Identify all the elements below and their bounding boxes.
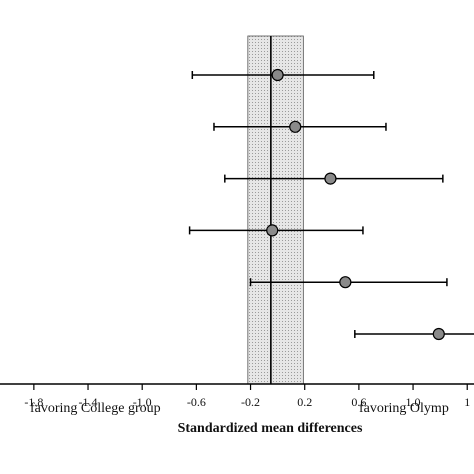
x-tick-label: 1 bbox=[464, 395, 470, 409]
study-point-marker bbox=[271, 68, 284, 82]
study-row-6 bbox=[354, 327, 474, 341]
x-tick-label: -1.8 bbox=[24, 395, 43, 409]
study-point-marker bbox=[324, 172, 337, 185]
study-point-marker bbox=[266, 224, 279, 237]
x-tick-label: -1.0 bbox=[133, 395, 152, 409]
study-row-2 bbox=[213, 120, 387, 133]
x-tick-label: 0.2 bbox=[297, 395, 312, 409]
x-axis-title: Standardized mean differences bbox=[178, 421, 363, 436]
x-tick-label: -1.4 bbox=[79, 395, 98, 409]
summary-ci-band bbox=[247, 35, 304, 385]
x-tick-label: 0.6 bbox=[351, 395, 366, 409]
study-row-3 bbox=[224, 172, 444, 185]
x-tick-label: 1.0 bbox=[406, 395, 421, 409]
favor-left-label: favoring College group bbox=[30, 401, 161, 416]
study-row-5 bbox=[249, 276, 448, 289]
x-tick-label: -0.2 bbox=[241, 395, 260, 409]
x-tick-label: -0.6 bbox=[187, 395, 206, 409]
study-point-marker bbox=[289, 120, 302, 133]
study-point-marker bbox=[432, 327, 445, 341]
study-point-marker bbox=[339, 276, 352, 289]
study-row-1 bbox=[191, 68, 375, 82]
study-row-4 bbox=[188, 224, 364, 237]
favor-right-label: favoring Olymp bbox=[359, 401, 449, 416]
